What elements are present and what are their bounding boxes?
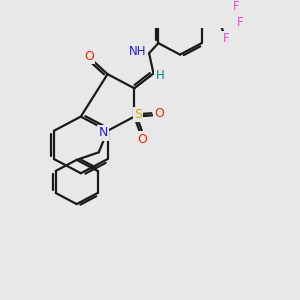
Text: F: F	[237, 16, 244, 29]
Text: F: F	[233, 0, 239, 13]
Text: F: F	[223, 32, 230, 45]
Text: O: O	[154, 107, 164, 120]
Text: S: S	[134, 108, 142, 121]
Text: H: H	[156, 69, 164, 82]
Text: NH: NH	[129, 45, 147, 58]
Text: N: N	[98, 126, 108, 140]
Text: O: O	[137, 133, 147, 146]
Text: O: O	[84, 50, 94, 63]
